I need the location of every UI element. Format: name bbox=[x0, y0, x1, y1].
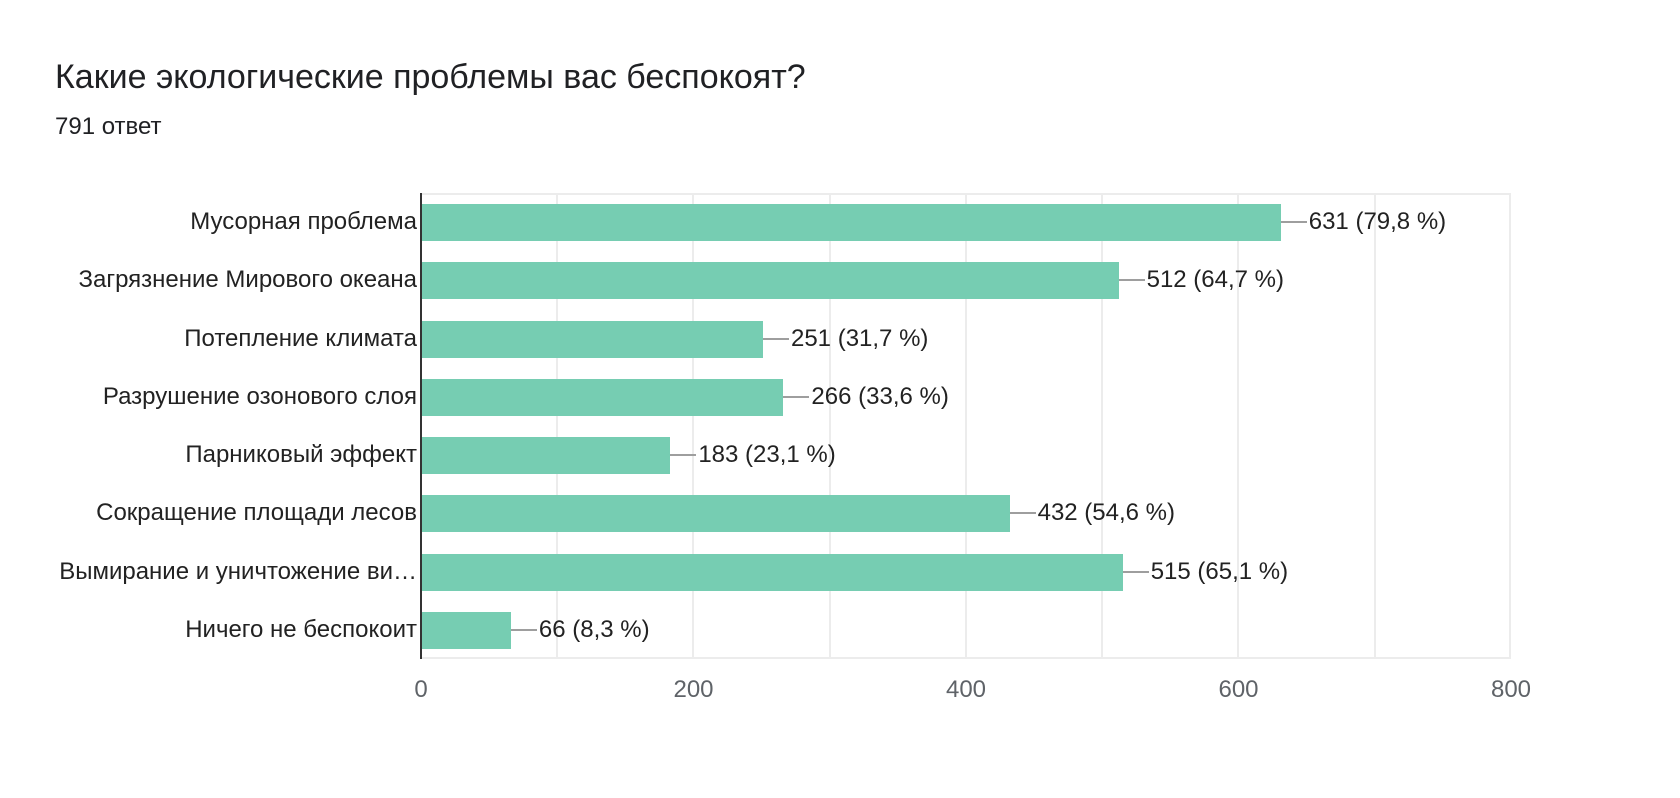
bar[interactable] bbox=[422, 320, 763, 358]
category-label: Ничего не беспокоит bbox=[185, 615, 417, 643]
category-label: Потепление климата bbox=[184, 324, 417, 352]
x-tick-label: 800 bbox=[1490, 676, 1532, 703]
label-connector bbox=[510, 628, 537, 631]
chart-title: Какие экологические проблемы вас беспоко… bbox=[55, 58, 806, 96]
value-label: 66 (8,3 %) bbox=[538, 615, 650, 643]
label-connector bbox=[1122, 570, 1149, 573]
gridline bbox=[1101, 195, 1103, 657]
y-axis-line bbox=[420, 193, 422, 659]
label-connector bbox=[670, 454, 697, 457]
value-label: 266 (33,6 %) bbox=[811, 382, 949, 410]
response-count: 791 ответ bbox=[55, 113, 162, 140]
category-label: Мусорная проблема bbox=[190, 208, 417, 236]
category-label: Сокращение площади лесов bbox=[96, 499, 417, 527]
bar[interactable] bbox=[422, 262, 1119, 300]
value-label: 251 (31,7 %) bbox=[790, 324, 929, 352]
bar[interactable] bbox=[422, 378, 784, 416]
category-label: Вымирание и уничтожение ви… bbox=[59, 557, 417, 585]
bar[interactable] bbox=[422, 495, 1010, 533]
category-label: Парниковый эффект bbox=[185, 441, 417, 469]
gridline bbox=[1237, 195, 1239, 657]
bar[interactable] bbox=[422, 437, 671, 475]
gridline bbox=[1374, 195, 1376, 657]
gridline bbox=[829, 195, 831, 657]
label-connector bbox=[1118, 279, 1145, 282]
x-tick-label: 400 bbox=[945, 676, 987, 703]
label-connector bbox=[762, 337, 789, 340]
plot-area bbox=[421, 193, 1511, 659]
bar[interactable] bbox=[422, 553, 1123, 591]
label-connector bbox=[1280, 221, 1307, 224]
label-connector bbox=[783, 395, 810, 398]
gridline bbox=[556, 195, 558, 657]
category-label: Разрушение озонового слоя bbox=[102, 382, 417, 410]
value-label: 515 (65,1 %) bbox=[1150, 557, 1289, 585]
bar[interactable] bbox=[422, 611, 511, 649]
label-connector bbox=[1009, 512, 1036, 515]
value-label: 631 (79,8 %) bbox=[1308, 208, 1447, 236]
gridline bbox=[692, 195, 694, 657]
bar[interactable] bbox=[422, 204, 1281, 242]
gridline bbox=[965, 195, 967, 657]
value-label: 183 (23,1 %) bbox=[698, 441, 836, 469]
value-label: 512 (64,7 %) bbox=[1146, 266, 1285, 294]
value-label: 432 (54,6 %) bbox=[1037, 499, 1176, 527]
x-tick-label: 200 bbox=[673, 676, 714, 703]
category-label: Загрязнение Мирового океана bbox=[78, 266, 417, 294]
x-tick-label: 600 bbox=[1218, 676, 1259, 703]
x-tick-label: 0 bbox=[414, 676, 428, 703]
